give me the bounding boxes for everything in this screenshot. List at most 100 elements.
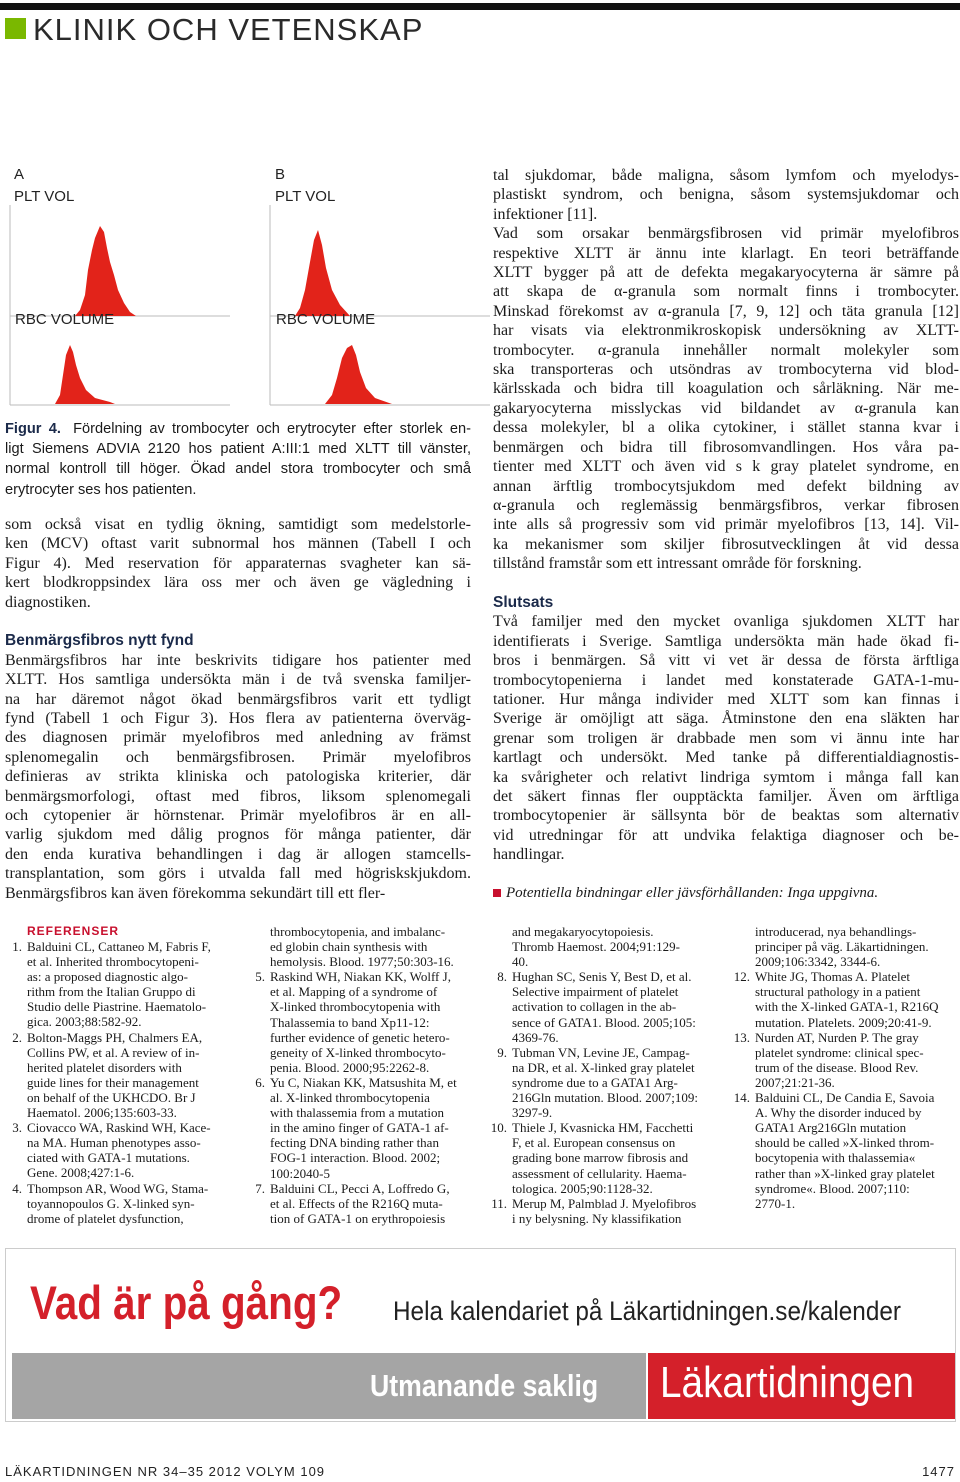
figure-caption: Figur 4. Fördelning av trombocyter och e…: [5, 419, 471, 500]
text-line: na har däremot något ökad benmärgsfibros…: [5, 690, 471, 708]
reference-line: geneity of X-linked thrombocyto-: [270, 1044, 446, 1060]
reference-line: na MA. Human phenotypes asso-: [27, 1135, 201, 1151]
text-line: tillstånd framstår som ett intressant om…: [493, 555, 862, 573]
reference-line: toyannopoulos G. X-linked syn-: [27, 1195, 195, 1211]
reference: 5. Raskind WH, Niakan KK, Wolff J, et al. …: [248, 969, 468, 1075]
text-line: tienter med XLTT och även vid s k gray p…: [493, 458, 959, 476]
reference-line: Thalassemia to band Xp11-12:: [270, 1014, 430, 1030]
reference-line: Balduini CL, Pecci A, Loffredo G,: [270, 1180, 450, 1196]
footer-publication: LÄKARTIDNINGEN NR 34–35 2012 VOLYM 109: [5, 1464, 326, 1479]
reference-line: A. Why the disorder induced by: [755, 1105, 922, 1121]
reference-line: al. X-linked thrombocytopenia: [270, 1090, 430, 1106]
panel-label: B: [275, 166, 286, 183]
reference-line: activation to collagen in the ab-: [512, 999, 677, 1015]
reference-line: 40.: [512, 954, 529, 970]
text-line: kartlagt och undersökt. Med tanke på dif…: [493, 749, 959, 767]
reference-line: assessment of cellularity. Haema-: [512, 1165, 687, 1181]
reference-line: Balduini CL, Cattaneo M, Fabris F,: [27, 939, 211, 954]
reference: 8. Hughan SC, Senis Y, Best D, et al. Sele…: [490, 969, 710, 1044]
text-line: ka svårigheter och relativt lindriga sym…: [493, 768, 959, 786]
reference-number: 10.: [490, 1120, 507, 1136]
paragraph: Två familjer med den mycket ovanliga sju…: [493, 612, 959, 864]
reference-line: rather than »X-linked gray platelet: [755, 1165, 935, 1181]
reference-line: gica. 2003;88:582-92.: [27, 1014, 142, 1030]
top-rule: [0, 3, 960, 10]
reference-column: and megakaryocytopoiesis. Thromb Haemost.…: [490, 924, 710, 1226]
reference-line: fecting DNA binding rather than: [270, 1135, 439, 1151]
reference: 7. Balduini CL, Pecci A, Loffredo G, et al…: [248, 1181, 468, 1226]
reference-line: et al. Mapping of a syndrome of: [270, 984, 438, 1000]
text-line: ken (MCV) oftast varit subnormal hos män…: [5, 535, 471, 553]
paragraph: tal sjukdomar, både maligna, såsom lymfo…: [493, 166, 959, 224]
reference-line: with the X-linked GATA-1, R216Q: [755, 999, 939, 1015]
ad-slogan: Utmanande saklig: [370, 1368, 599, 1403]
reference-line: 216Gln mutation. Blood. 2007;109:: [512, 1090, 698, 1106]
reference: 12. White JG, Thomas A. Platelet structura…: [733, 969, 953, 1029]
text-line: Minskad förekomst av α-granula [7, 9, 12…: [493, 302, 959, 320]
reference-line: structural pathology in a patient: [755, 984, 921, 1000]
reference-line: in the amino finger of GATA-1 af-: [270, 1120, 449, 1136]
text-line: tal sjukdomar, både maligna, såsom lymfo…: [493, 167, 959, 184]
ad-brand: Läkartidningen: [660, 1358, 915, 1407]
text-line: transplantation, som görs i utvalda fall…: [5, 865, 471, 883]
reference-line: principer på väg. Läkartidningen.: [755, 939, 929, 955]
text-line: Figur 4). Med reservation för apparatern…: [5, 554, 471, 572]
reference-number: 11.: [491, 1195, 507, 1211]
reference-line: introducerad, nya behandlings-: [755, 924, 917, 939]
text-line: det säkert finnas fler oupptäckta familj…: [493, 787, 959, 805]
reference-line: as: a proposed diagnostic algo-: [27, 969, 189, 985]
reference: 3. Ciovacco WA, Raskind WH, Kace-na MA. H…: [5, 1120, 225, 1180]
reference-line: rithm from the Italian Gruppo di: [27, 984, 196, 1000]
text-line: splenomegalin och benmärgsfibrosen. Prim…: [5, 748, 471, 766]
text-line: kärlsskada och bidra till koagulation oc…: [493, 380, 959, 398]
reference-line: et al. Inherited thrombocytopeni-: [27, 954, 199, 970]
paragraph: som också visat en tydlig ökning, samtid…: [5, 515, 471, 612]
ad-tagline: Hela kalendariet på Läkartidningen.se/ka…: [393, 1296, 901, 1326]
reference-line: on behalf of the UKHCDO. Br J: [27, 1089, 196, 1105]
references-heading: REFERENSER: [27, 924, 120, 938]
reference-line: herited platelet disorders with: [27, 1059, 182, 1075]
panel-label: A: [14, 166, 25, 183]
reference-number: 8.: [497, 969, 507, 985]
reference: introducerad, nya behandlings-principer …: [733, 924, 953, 969]
text-line: plastiskt syndrom, och benigna, såsom sy…: [493, 186, 959, 204]
reference-line: White JG, Thomas A. Platelet: [755, 969, 911, 985]
reference-number: 4.: [12, 1180, 22, 1196]
reference-line: sence of GATA1. Blood. 2005;105:: [512, 1014, 696, 1030]
text-line: Två familjer med den mycket ovanliga sju…: [493, 613, 959, 631]
text-line: gakaryocyterna misslyckas vid bildandet …: [493, 399, 959, 417]
text-line: ka mekanismer som skiljer fibrosutveckli…: [493, 535, 959, 553]
reference-line: 2007;21:21-36.: [755, 1074, 835, 1090]
reference-number: 13.: [733, 1029, 750, 1045]
text-line: fynd (Tabell 1 och Figur 3). Hos flera a…: [5, 710, 471, 728]
text-line: trombocyter. α-granula innehåller normal…: [493, 341, 959, 359]
text-line: grenar som troligen är drabbade men som …: [493, 729, 959, 747]
paragraph: Benmärgsfibros har inte beskrivits tidig…: [5, 651, 471, 903]
reference-number: 6.: [255, 1074, 265, 1090]
reference-line: 4369-76.: [512, 1029, 559, 1045]
reference-column: 1. Balduini CL, Cattaneo M, Fabris F, et a…: [5, 939, 225, 1226]
left-column: som också visat en tydlig ökning, samtid…: [5, 515, 471, 903]
reference: 9. Tubman VN, Levine JE, Campag-na DR, et…: [490, 1045, 710, 1120]
reference-line: with thalassemia from a mutation: [270, 1105, 445, 1121]
text-line: XLTT bygger på att de defekta megakaryoc…: [493, 264, 959, 282]
reference-number: 7.: [255, 1180, 265, 1196]
ad-slogan-bar: [12, 1353, 646, 1419]
reference-line: syndrome«. Blood. 2007;110:: [755, 1180, 910, 1196]
text-line: kert blodkroppsindex lära oss mer och äv…: [5, 574, 471, 592]
reference-line: further evidence of genetic hetero-: [270, 1029, 450, 1045]
text-line: dessa molekyler, bl a olika cytokiner, i…: [493, 419, 959, 437]
reference: 11. Merup M, Palmblad J. Myelofibros i ny …: [490, 1196, 710, 1226]
reference-line: thrombocytopenia, and imbalanc-: [270, 924, 446, 939]
text-line: diagnostiken.: [5, 593, 91, 611]
text-line: som också visat en tydlig ökning, samtid…: [5, 516, 471, 533]
reference: 10. Thiele J, Kvasnicka HM, Facchetti F, e…: [490, 1120, 710, 1195]
section-marker: [5, 18, 26, 39]
reference-line: Thompson AR, Wood WG, Stama-: [27, 1180, 209, 1196]
reference-line: Raskind WH, Niakan KK, Wolff J,: [270, 969, 451, 985]
text-line: den enda kurativa behandlingen i dag är …: [5, 845, 471, 863]
text-line: handlingar.: [493, 846, 565, 864]
reference-number: 5.: [255, 969, 265, 985]
text-line: trombocytopenierna i landet med konstate…: [493, 671, 959, 689]
